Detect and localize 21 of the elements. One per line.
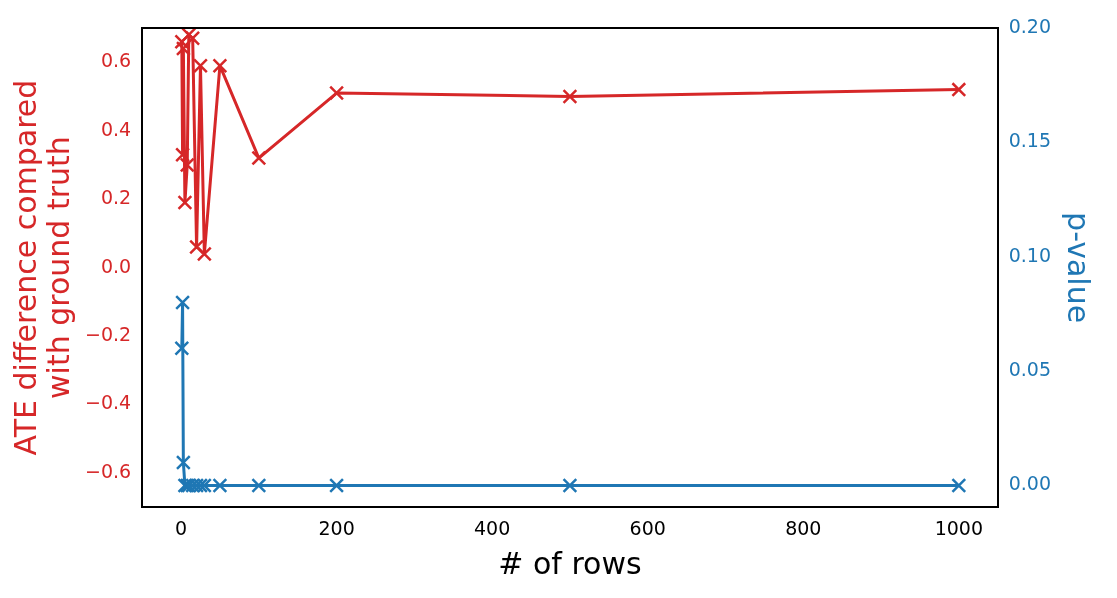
- y2-axis-title: p-value: [1061, 212, 1097, 324]
- x-tick-label: 1000: [934, 516, 983, 539]
- x-tick-label: 200: [318, 516, 355, 539]
- y-tick-label: −0.6: [85, 459, 132, 482]
- y-tick-label: 0.6: [100, 49, 132, 72]
- y2-tick-label: 0.00: [1008, 472, 1052, 495]
- x-tick-label: 400: [474, 516, 511, 539]
- x-tick-label: 600: [629, 516, 666, 539]
- y-axis-title: ATE difference compared with ground truth: [8, 79, 77, 456]
- y2-tick-label: 0.05: [1008, 358, 1052, 381]
- y-tick-label: −0.4: [85, 391, 132, 414]
- x-tick-label: 800: [785, 516, 822, 539]
- y-tick-label: −0.2: [85, 322, 132, 345]
- y2-tick-label: 0.15: [1008, 129, 1052, 152]
- y2-tick-label: 0.20: [1008, 14, 1052, 37]
- y-tick-label: 0.4: [100, 117, 132, 140]
- x-axis-title: # of rows: [498, 545, 642, 581]
- y-tick-label: 0.2: [100, 186, 132, 209]
- y2-tick-label: 0.10: [1008, 243, 1052, 266]
- y-tick-label: 0.0: [100, 254, 132, 277]
- x-tick-label: 0: [174, 516, 188, 539]
